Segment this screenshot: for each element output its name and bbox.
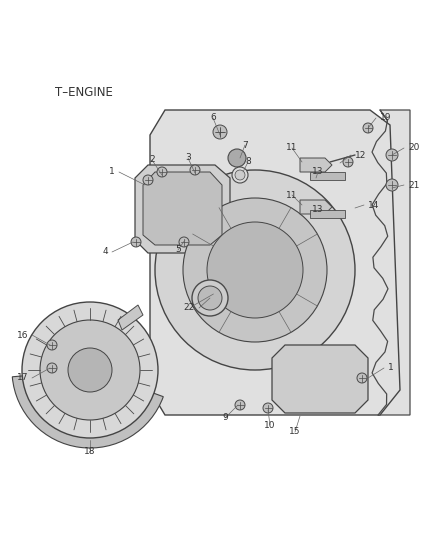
Text: 17: 17 xyxy=(17,374,28,383)
Text: 14: 14 xyxy=(368,200,379,209)
Circle shape xyxy=(179,237,189,247)
Circle shape xyxy=(47,340,57,350)
Circle shape xyxy=(213,125,227,139)
Circle shape xyxy=(386,179,398,191)
Text: 11: 11 xyxy=(286,190,298,199)
Circle shape xyxy=(190,165,200,175)
Text: 11: 11 xyxy=(286,143,298,152)
Circle shape xyxy=(40,320,140,420)
Text: 4: 4 xyxy=(102,247,108,256)
Text: 20: 20 xyxy=(408,143,419,152)
Polygon shape xyxy=(310,210,345,218)
Polygon shape xyxy=(372,110,410,415)
Circle shape xyxy=(232,167,248,183)
Circle shape xyxy=(155,170,355,370)
Text: 10: 10 xyxy=(264,421,276,430)
Text: T–ENGINE: T–ENGINE xyxy=(55,85,113,99)
Text: 7: 7 xyxy=(242,141,248,149)
Circle shape xyxy=(47,363,57,373)
Circle shape xyxy=(192,280,228,316)
Circle shape xyxy=(363,123,373,133)
Circle shape xyxy=(235,170,245,180)
Text: 18: 18 xyxy=(84,448,96,456)
Circle shape xyxy=(207,222,303,318)
Text: 16: 16 xyxy=(17,330,28,340)
Text: 13: 13 xyxy=(312,167,324,176)
Polygon shape xyxy=(143,172,222,245)
Text: 13: 13 xyxy=(312,206,324,214)
Text: 19: 19 xyxy=(380,114,392,123)
Circle shape xyxy=(22,302,158,438)
Polygon shape xyxy=(118,305,143,330)
Text: 12: 12 xyxy=(355,150,366,159)
Polygon shape xyxy=(300,158,332,172)
Circle shape xyxy=(343,157,353,167)
Text: 21: 21 xyxy=(408,181,419,190)
Circle shape xyxy=(183,198,327,342)
Polygon shape xyxy=(135,165,230,253)
Polygon shape xyxy=(272,345,368,413)
Polygon shape xyxy=(310,172,345,180)
Text: 3: 3 xyxy=(185,154,191,163)
Circle shape xyxy=(131,237,141,247)
Circle shape xyxy=(198,286,222,310)
Text: 8: 8 xyxy=(245,157,251,166)
Circle shape xyxy=(143,175,153,185)
Text: 2: 2 xyxy=(149,156,155,165)
Text: 22: 22 xyxy=(184,303,195,312)
Circle shape xyxy=(157,167,167,177)
Circle shape xyxy=(357,373,367,383)
Circle shape xyxy=(386,149,398,161)
Circle shape xyxy=(263,403,273,413)
Text: 1: 1 xyxy=(388,364,394,373)
Circle shape xyxy=(228,149,246,167)
Polygon shape xyxy=(300,200,332,214)
Text: 9: 9 xyxy=(222,414,228,423)
Wedge shape xyxy=(12,375,163,448)
Circle shape xyxy=(68,348,112,392)
Text: 15: 15 xyxy=(289,427,301,437)
Polygon shape xyxy=(150,110,400,415)
Text: 5: 5 xyxy=(175,246,181,254)
Circle shape xyxy=(235,400,245,410)
Text: 6: 6 xyxy=(210,114,216,123)
Circle shape xyxy=(214,126,226,138)
Text: 1: 1 xyxy=(109,167,115,176)
